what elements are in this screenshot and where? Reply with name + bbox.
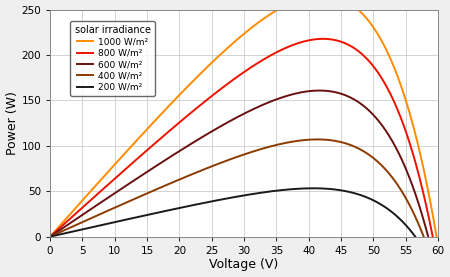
X-axis label: Voltage (V): Voltage (V) (209, 258, 279, 271)
Y-axis label: Power (W): Power (W) (5, 91, 18, 155)
Legend: 1000 W/m², 800 W/m², 600 W/m², 400 W/m², 200 W/m²: 1000 W/m², 800 W/m², 600 W/m², 400 W/m²,… (70, 21, 155, 96)
